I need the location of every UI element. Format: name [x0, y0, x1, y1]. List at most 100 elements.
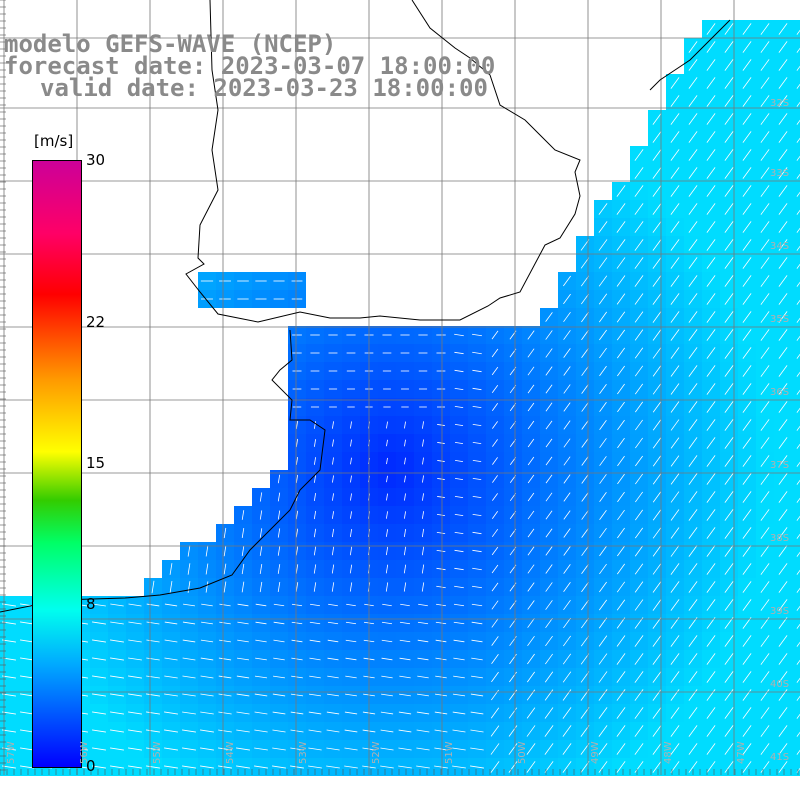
wind-arrow — [491, 564, 499, 574]
wind-arrow — [724, 401, 734, 413]
wind-arrow — [545, 600, 553, 610]
wind-arrow — [491, 330, 499, 340]
wind-arrow — [796, 497, 800, 503]
wind-arrow — [386, 421, 388, 429]
wind-arrow — [616, 617, 626, 629]
wind-arrow — [706, 743, 716, 755]
wind-arrow — [778, 437, 788, 449]
wind-arrow — [527, 546, 535, 556]
wind-arrow — [344, 729, 358, 733]
wind-arrow — [92, 765, 106, 769]
wind-arrow — [416, 711, 430, 715]
wind-speed-cell — [792, 308, 800, 326]
wind-arrow — [616, 635, 626, 647]
wind-arrow — [724, 131, 734, 143]
wind-arrow — [200, 693, 214, 697]
wind-arrow — [724, 311, 734, 323]
wind-arrow — [760, 455, 770, 467]
wind-arrow — [670, 527, 680, 539]
wind-arrow — [164, 693, 178, 697]
wind-arrow — [404, 511, 406, 519]
wind-arrow — [350, 511, 352, 519]
wind-speed-cell — [792, 344, 800, 362]
wind-arrow — [92, 693, 106, 697]
wind-arrow — [92, 747, 106, 751]
wind-arrow — [398, 711, 412, 715]
wind-arrow — [616, 203, 626, 215]
wind-arrow — [350, 475, 352, 483]
wind-arrow — [545, 348, 553, 358]
wind-arrow — [670, 311, 680, 323]
wind-arrow — [452, 693, 466, 697]
wind-arrow — [652, 563, 662, 575]
wind-arrow — [634, 383, 644, 395]
wind-arrow — [778, 635, 788, 647]
wind-arrow — [472, 333, 482, 337]
latitude-label: 41S — [770, 752, 790, 763]
wind-arrow — [454, 478, 464, 480]
wind-arrow — [634, 185, 644, 197]
wind-arrow — [218, 693, 232, 697]
longitude-label: 51W — [444, 741, 455, 764]
wind-arrow — [598, 635, 608, 647]
wind-speed-cell — [792, 218, 800, 236]
wind-arrow — [599, 492, 607, 502]
wind-arrow — [526, 671, 536, 683]
wind-arrow — [128, 603, 142, 607]
wind-arrow — [403, 582, 407, 592]
wind-arrow — [146, 765, 160, 769]
wind-arrow — [778, 599, 788, 611]
wind-arrow — [688, 257, 698, 269]
wind-arrow — [164, 603, 178, 607]
wind-arrow — [563, 492, 571, 502]
wind-arrow — [187, 563, 191, 575]
wind-arrow — [724, 509, 734, 521]
wind-arrow — [742, 311, 752, 323]
wind-arrow — [796, 29, 800, 35]
wind-arrow — [453, 639, 465, 643]
wind-arrow — [688, 185, 698, 197]
wind-arrow — [760, 545, 770, 557]
wind-arrow — [796, 155, 800, 161]
wind-arrow — [670, 293, 680, 305]
wind-arrow — [796, 641, 800, 647]
wind-arrow — [255, 621, 267, 625]
wind-arrow — [796, 371, 800, 377]
wind-arrow — [724, 581, 734, 593]
wind-arrow — [345, 693, 357, 697]
wind-speed-cell — [792, 542, 800, 560]
wind-arrow — [599, 438, 607, 448]
wind-arrow — [652, 203, 662, 215]
wind-arrow — [670, 509, 680, 521]
wind-arrow — [598, 311, 608, 323]
wind-arrow — [218, 765, 232, 769]
wind-arrow — [545, 438, 553, 448]
wind-arrow — [182, 693, 196, 697]
wind-arrow — [706, 635, 716, 647]
wind-arrow — [760, 293, 770, 305]
wind-speed-cell — [792, 416, 800, 434]
wind-arrow — [508, 761, 518, 773]
latitude-label: 33S — [770, 168, 790, 179]
wind-arrow — [277, 581, 281, 593]
wind-arrow — [724, 203, 734, 215]
coastline-northeast — [649, 19, 731, 91]
wind-arrow — [742, 185, 752, 197]
wind-arrow — [421, 582, 425, 592]
wind-arrow — [635, 455, 643, 467]
wind-arrow — [778, 113, 788, 125]
wind-arrow — [470, 765, 484, 769]
wind-arrow — [454, 405, 464, 409]
wind-arrow — [254, 747, 268, 751]
wind-arrow — [634, 257, 644, 269]
wind-arrow — [760, 203, 770, 215]
wind-arrow — [454, 333, 464, 337]
wind-arrow — [688, 167, 698, 179]
wind-arrow — [652, 149, 662, 161]
colorbar-unit: [m/s] — [34, 132, 74, 150]
wind-speed-cell — [792, 182, 800, 200]
wind-arrow — [688, 653, 698, 665]
wind-arrow — [581, 402, 589, 412]
wind-arrow — [417, 693, 429, 697]
wind-arrow — [616, 707, 626, 719]
